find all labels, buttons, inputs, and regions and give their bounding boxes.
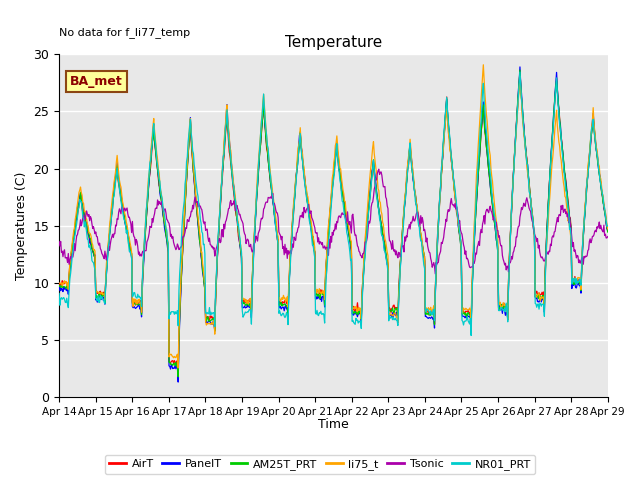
Legend: AirT, PanelT, AM25T_PRT, li75_t, Tsonic, NR01_PRT: AirT, PanelT, AM25T_PRT, li75_t, Tsonic,… (105, 455, 535, 474)
Y-axis label: Temperatures (C): Temperatures (C) (15, 171, 28, 280)
Text: No data for f_li77_temp: No data for f_li77_temp (59, 27, 190, 37)
X-axis label: Time: Time (318, 419, 349, 432)
Title: Temperature: Temperature (285, 35, 382, 50)
Text: BA_met: BA_met (70, 75, 123, 88)
